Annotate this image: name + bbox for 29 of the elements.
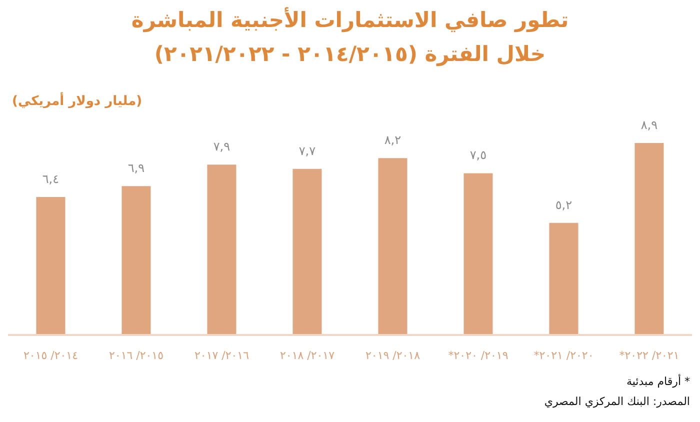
bar xyxy=(36,196,66,335)
bar xyxy=(122,186,151,335)
data-label: ٧,٩ xyxy=(213,140,230,154)
bar xyxy=(634,143,664,335)
data-label: ٨,٩ xyxy=(640,118,658,132)
bar xyxy=(378,158,408,335)
x-tick-label: ٢٠١٧/ ٢٠١٨ xyxy=(280,349,335,362)
data-label: ٦,٤ xyxy=(42,172,60,186)
x-tick-label: ٢٠١٥/ ٢٠١٦ xyxy=(109,349,164,362)
bar xyxy=(464,173,493,335)
bar xyxy=(207,164,236,335)
bar xyxy=(549,222,578,335)
data-label: ٧,٥ xyxy=(470,148,487,162)
text: المصدر: البنك المركزي المصري xyxy=(544,395,690,408)
data-label: ٥,٢ xyxy=(555,198,572,212)
data-label: ٧,٧ xyxy=(298,144,316,158)
x-tick-label: ٢٠١٦/ ٢٠١٧ xyxy=(194,349,250,362)
y-axis-title: (مليار دولار أمريكي) xyxy=(12,94,142,109)
data-label: ٦,٩ xyxy=(128,161,145,176)
x-tick-label: ٢٠٢١/ ٢٠٢٢* xyxy=(619,349,680,362)
data-label: ٨,٢ xyxy=(384,133,402,148)
text: * أرقام مبدئية xyxy=(626,375,690,388)
chart-subtitle: خلال الفترة (٢٠١٤/٢٠١٥ - ٢٠٢١/٢٠٢٢) xyxy=(153,42,547,66)
bar xyxy=(292,168,322,335)
x-tick-label: ٢٠١٩/ ٢٠٢٠* xyxy=(448,349,508,362)
x-tick-label: ٢٠١٨/ ٢٠١٩ xyxy=(366,349,420,362)
x-tick-label: ٢٠٢٠/ ٢٠٢١* xyxy=(534,349,594,362)
chart-title: تطور صافي الاستثمارات الأجنبية المباشرة xyxy=(130,8,570,32)
x-tick-label: ٢٠١٤/ ٢٠١٥ xyxy=(24,349,78,362)
